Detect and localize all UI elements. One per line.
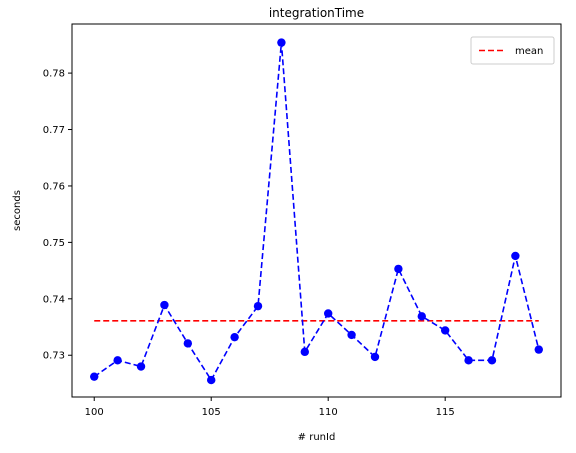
data-point xyxy=(511,251,520,261)
data-point xyxy=(113,356,122,365)
y-tick-label: 0.78 xyxy=(43,69,65,80)
y-tick-label: 0.76 xyxy=(43,181,65,192)
series-line-measurement xyxy=(93,42,540,382)
x-axis-label: # runId xyxy=(298,432,336,443)
data-point xyxy=(417,312,426,321)
data-point xyxy=(253,301,263,311)
x-tick-label: 105 xyxy=(202,407,221,418)
data-point xyxy=(277,38,286,47)
data-point xyxy=(534,345,543,354)
legend: mean xyxy=(470,36,555,65)
data-point xyxy=(207,375,216,385)
plot-area xyxy=(90,38,543,385)
x-tick-label: 110 xyxy=(319,407,338,418)
x-tick-label: 115 xyxy=(436,407,455,418)
y-tick-label: 0.73 xyxy=(43,351,65,362)
y-axis-label: seconds xyxy=(12,190,23,231)
legend-label-mean: mean xyxy=(515,46,543,57)
x-tick-label: 100 xyxy=(85,407,104,418)
data-point xyxy=(90,372,99,381)
data-point xyxy=(230,332,239,342)
y-tick-label: 0.77 xyxy=(43,125,65,136)
data-point xyxy=(440,326,450,335)
y-tick-label: 0.74 xyxy=(43,294,65,305)
data-point xyxy=(487,356,497,365)
legend-box xyxy=(470,36,555,65)
data-point xyxy=(160,300,169,310)
data-point xyxy=(323,309,333,318)
data-point xyxy=(394,264,403,274)
data-point xyxy=(347,330,356,340)
data-point xyxy=(136,362,146,371)
y-tick-label: 0.75 xyxy=(43,238,65,249)
y-axis: 0.73 0.74 0.75 0.76 0.77 0.78 xyxy=(43,69,72,362)
data-point xyxy=(464,356,473,365)
chart-title: integrationTime xyxy=(269,6,364,20)
data-point xyxy=(300,347,310,357)
data-point xyxy=(183,339,193,348)
x-axis: 100 105 110 115 xyxy=(85,397,455,418)
axes-frame xyxy=(71,23,562,398)
data-point xyxy=(370,352,380,362)
